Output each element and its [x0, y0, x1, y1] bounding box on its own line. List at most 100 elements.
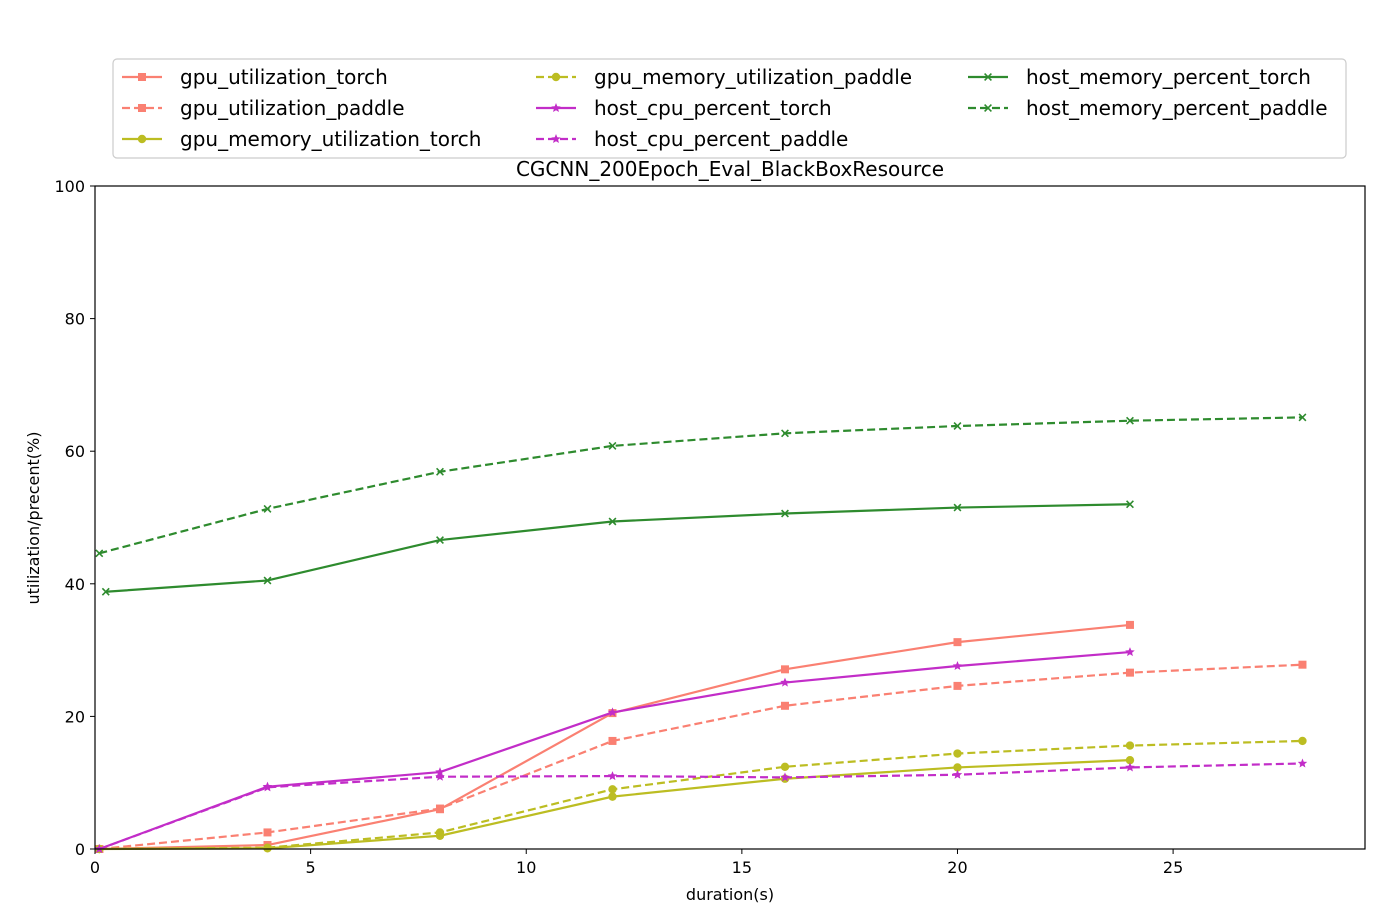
legend-marker — [551, 103, 561, 113]
data-point — [435, 804, 444, 813]
series-line — [99, 739, 1303, 851]
x-tick-label: 15 — [732, 858, 752, 877]
data-point — [608, 785, 617, 794]
data-point — [1298, 660, 1307, 669]
data-point — [95, 549, 104, 558]
y-tick-label: 60 — [65, 442, 85, 461]
data-point — [1298, 736, 1307, 746]
data-point — [1125, 668, 1134, 677]
plot-frame — [94, 185, 1366, 850]
legend-label: host_memory_percent_torch — [1026, 65, 1311, 89]
data-point — [952, 769, 963, 779]
y-tick-label: 20 — [65, 707, 85, 726]
data-point — [263, 576, 272, 585]
data-point — [953, 681, 962, 690]
data-point — [1126, 500, 1134, 509]
series-line — [98, 762, 1303, 851]
data-point — [953, 749, 962, 758]
data-point — [1125, 741, 1135, 750]
legend-label: gpu_memory_utilization_torch — [180, 127, 481, 151]
legend-label: host_memory_percent_paddle — [1026, 96, 1328, 120]
legend-item: host_cpu_percent_paddle — [536, 127, 848, 151]
plot-area — [94, 185, 1366, 854]
legend-label: gpu_utilization_paddle — [180, 96, 405, 120]
data-point — [436, 536, 444, 545]
y-axis: 0 20 40 60 80 100 — [54, 177, 95, 859]
data-point — [1125, 620, 1134, 629]
y-axis-label: utilization/precent(%) — [24, 432, 43, 605]
data-point — [781, 429, 789, 438]
data-point — [436, 467, 444, 476]
legend-marker — [551, 134, 561, 144]
data-point — [953, 638, 962, 647]
x-tick-label: 20 — [947, 858, 967, 877]
data-point — [607, 707, 618, 717]
series-host-memory-percent-torch — [101, 500, 1134, 596]
legend-marker — [138, 104, 146, 112]
data-point — [608, 441, 617, 450]
data-point — [607, 771, 618, 781]
data-point — [1126, 416, 1134, 425]
series-line — [99, 416, 1303, 555]
series-host-memory-percent-paddle — [95, 413, 1307, 558]
legend-item: gpu_utilization_paddle — [122, 96, 405, 120]
data-point — [435, 771, 445, 781]
legend-marker — [137, 134, 147, 144]
data-point — [435, 767, 445, 777]
data-point — [952, 661, 963, 671]
data-point — [101, 587, 110, 596]
series-layer — [94, 413, 1308, 854]
legend-marker — [551, 72, 561, 82]
data-point — [1297, 758, 1308, 768]
data-point — [262, 782, 273, 792]
legend-marker — [138, 73, 146, 81]
legend-marker — [984, 104, 992, 112]
data-point — [953, 763, 962, 772]
legend-item: gpu_memory_utilization_paddle — [536, 65, 912, 89]
data-point — [953, 503, 962, 512]
data-point — [780, 772, 790, 782]
data-point — [608, 792, 617, 801]
legend-item: host_memory_percent_paddle — [968, 96, 1328, 120]
data-point — [780, 677, 790, 687]
data-point — [1298, 413, 1307, 422]
data-point — [780, 701, 789, 710]
y-tick-label: 40 — [65, 575, 85, 594]
data-point — [435, 828, 445, 837]
legend: gpu_utilization_torch gpu_utilization_pad… — [112, 58, 1347, 159]
series-gpu-memory-utilization-paddle — [95, 736, 1307, 854]
legend-item: host_memory_percent_torch — [968, 65, 1311, 89]
data-point — [1125, 762, 1135, 772]
data-point — [953, 422, 962, 430]
y-tick-label: 100 — [54, 177, 85, 196]
data-point — [263, 828, 272, 837]
data-point — [1125, 647, 1135, 657]
y-tick-label: 0 — [75, 840, 85, 859]
data-point — [263, 843, 272, 852]
legend-item: gpu_utilization_torch — [122, 65, 388, 89]
x-axis: 0 5 10 15 20 25 — [90, 849, 1183, 877]
legend-item: host_cpu_percent_torch — [536, 96, 832, 120]
data-point — [608, 736, 617, 745]
legend-label: gpu_utilization_torch — [180, 65, 388, 89]
legend-marker — [984, 73, 992, 81]
legend-label: host_cpu_percent_paddle — [594, 127, 848, 151]
legend-label: gpu_memory_utilization_paddle — [594, 65, 912, 89]
chart-title: CGCNN_200Epoch_Eval_BlackBoxResource — [516, 157, 944, 181]
legend-label: host_cpu_percent_torch — [594, 96, 832, 120]
series-line — [99, 663, 1303, 851]
y-tick-label: 80 — [65, 310, 85, 329]
x-axis-label: duration(s) — [686, 885, 774, 904]
series-gpu-utilization-paddle — [95, 660, 1307, 853]
legend-box — [112, 58, 1347, 159]
x-tick-label: 10 — [516, 858, 536, 877]
data-point — [780, 762, 790, 771]
x-tick-label: 0 — [90, 858, 100, 877]
data-point — [781, 509, 789, 518]
x-tick-label: 25 — [1163, 858, 1183, 877]
data-point — [263, 504, 272, 513]
x-tick-label: 5 — [306, 858, 316, 877]
data-point — [780, 665, 789, 674]
data-point — [608, 517, 617, 526]
